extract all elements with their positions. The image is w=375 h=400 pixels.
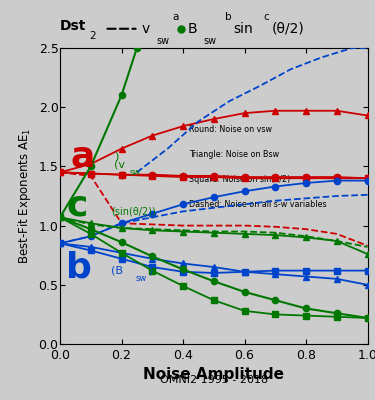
Text: (v: (v bbox=[114, 159, 125, 169]
Text: b: b bbox=[225, 12, 231, 22]
Text: (θ/2): (θ/2) bbox=[272, 22, 305, 36]
Text: ): ) bbox=[114, 152, 118, 162]
Text: c: c bbox=[66, 188, 87, 222]
Text: sin: sin bbox=[234, 22, 254, 36]
Text: sw: sw bbox=[157, 36, 170, 46]
Text: sw: sw bbox=[129, 168, 140, 177]
Text: (sin(θ/2)): (sin(θ/2)) bbox=[111, 206, 156, 216]
Text: c: c bbox=[263, 12, 269, 22]
Text: Triangle: Noise on Bsw: Triangle: Noise on Bsw bbox=[189, 150, 279, 159]
Text: Round: Noise on vsw: Round: Noise on vsw bbox=[189, 125, 272, 134]
Text: a: a bbox=[172, 12, 178, 22]
Text: a: a bbox=[71, 140, 95, 174]
Text: sw: sw bbox=[203, 36, 216, 46]
Text: OMNI2 1995 - 2018: OMNI2 1995 - 2018 bbox=[160, 374, 268, 384]
Text: v: v bbox=[141, 22, 150, 36]
Point bbox=[178, 215, 184, 221]
X-axis label: Noise Amplitude: Noise Amplitude bbox=[143, 368, 284, 382]
Text: Dashed: Noise on all s-w variables: Dashed: Noise on all s-w variables bbox=[189, 200, 327, 210]
Text: B: B bbox=[188, 22, 197, 36]
Y-axis label: Best-Fit Exponents AE$_1$: Best-Fit Exponents AE$_1$ bbox=[16, 128, 33, 264]
Text: 2: 2 bbox=[89, 31, 96, 41]
Text: Square: Noise on sin(θ/2): Square: Noise on sin(θ/2) bbox=[189, 175, 290, 184]
Text: b: b bbox=[66, 250, 92, 284]
Text: (B: (B bbox=[111, 266, 123, 276]
Text: Dst: Dst bbox=[60, 19, 86, 33]
Text: ): ) bbox=[148, 266, 152, 276]
Text: sw: sw bbox=[135, 274, 147, 283]
